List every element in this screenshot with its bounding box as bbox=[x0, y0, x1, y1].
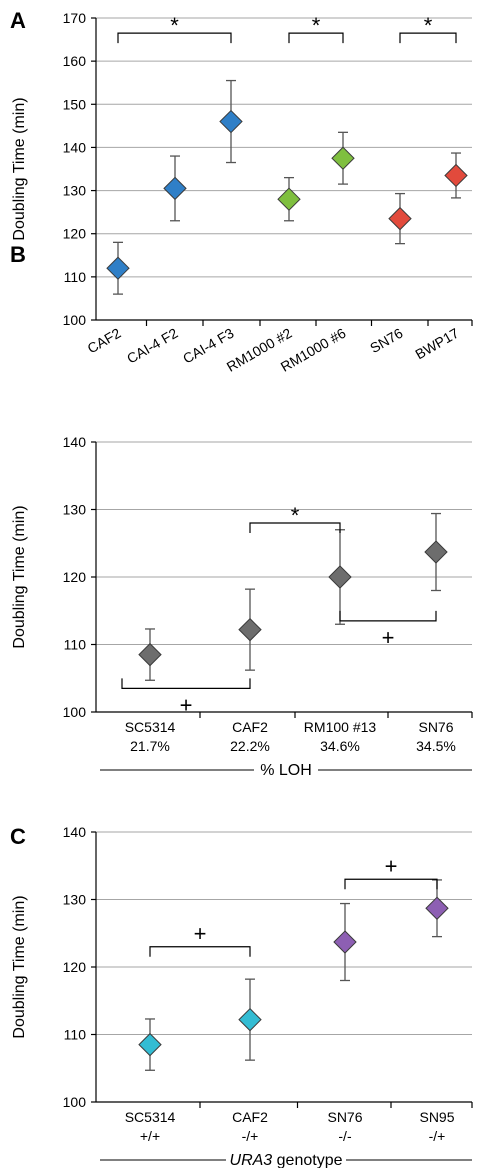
x-category-label: CAI-4 F2 bbox=[124, 325, 181, 367]
y-tick-label: 130 bbox=[63, 892, 87, 908]
y-tick-label: 110 bbox=[64, 1027, 87, 1043]
y-tick-label: 130 bbox=[63, 502, 87, 518]
significance-marker: + bbox=[385, 853, 398, 878]
data-point bbox=[238, 617, 262, 642]
y-tick-label: 170 bbox=[63, 10, 87, 26]
significance-bracket bbox=[121, 678, 251, 689]
panel-a: A 100 110 120 130 140 150 160 170 Doubling Time (… bbox=[10, 8, 473, 375]
data-point bbox=[331, 146, 355, 170]
significance-bracket bbox=[399, 32, 457, 44]
group-label-text: URA3 bbox=[230, 1152, 273, 1168]
x-sublabel: -/+ bbox=[429, 1128, 446, 1144]
x-category-label: SN76 bbox=[327, 1109, 362, 1125]
significance-marker: + bbox=[180, 692, 193, 717]
y-tick-label: 100 bbox=[63, 1094, 87, 1110]
y-axis-label: Doubling Time (min) bbox=[11, 505, 28, 648]
x-category-label: RM100 #13 bbox=[304, 719, 377, 735]
significance-bracket bbox=[117, 32, 232, 44]
x-category-label: CAF2 bbox=[232, 1109, 268, 1125]
data-point bbox=[138, 642, 162, 667]
y-tick-label: 130 bbox=[63, 183, 87, 199]
y-axis-label: Doubling Time (min) bbox=[11, 895, 28, 1038]
y-tick-label: 100 bbox=[63, 704, 87, 720]
y-tick-label: 150 bbox=[63, 96, 87, 112]
data-point bbox=[106, 256, 130, 280]
y-tick-label: 140 bbox=[63, 434, 87, 450]
x-category-label: BWP17 bbox=[412, 325, 461, 363]
x-category-label: SN76 bbox=[367, 325, 406, 356]
x-sublabel: -/- bbox=[338, 1128, 352, 1144]
x-category-label: SN95 bbox=[419, 1109, 454, 1125]
y-tick-label: 100 bbox=[63, 312, 87, 328]
significance-marker: + bbox=[382, 625, 395, 650]
data-point bbox=[333, 930, 357, 954]
group-label-suffix: genotype bbox=[272, 1152, 342, 1168]
data-point bbox=[388, 206, 412, 231]
y-axis-label: Doubling Time (min) bbox=[11, 97, 28, 240]
x-sublabel: 34.6% bbox=[320, 738, 360, 754]
data-point bbox=[424, 540, 448, 564]
panel-b: B 100 110 120 130 140 Doubling Time (min) SC531… bbox=[10, 242, 473, 779]
group-label-text: % LOH bbox=[260, 762, 312, 779]
y-tick-label: 140 bbox=[63, 824, 87, 840]
data-point bbox=[328, 565, 352, 589]
significance-bracket bbox=[344, 878, 438, 890]
x-sublabel: -/+ bbox=[242, 1128, 259, 1144]
x-category-label: CAF2 bbox=[232, 719, 268, 735]
panel-letter: B bbox=[10, 242, 26, 267]
x-category-label: SC5314 bbox=[125, 1109, 176, 1125]
panel-c: C 100 110 120 130 140 Doubling Time (min) SC531… bbox=[10, 824, 473, 1168]
y-tick-label: 110 bbox=[64, 637, 87, 653]
group-label: % LOH bbox=[260, 762, 312, 779]
group-label: URA3 genotype bbox=[230, 1152, 343, 1168]
significance-marker: * bbox=[291, 503, 300, 528]
significance-bracket bbox=[288, 32, 344, 44]
data-point bbox=[425, 896, 449, 920]
significance-marker: * bbox=[170, 13, 179, 38]
significance-marker: * bbox=[312, 13, 321, 38]
x-sublabel: 21.7% bbox=[130, 738, 170, 754]
data-point bbox=[219, 109, 243, 134]
data-point bbox=[277, 187, 301, 211]
data-point bbox=[238, 1007, 262, 1032]
significance-bracket bbox=[339, 610, 437, 622]
y-tick-label: 160 bbox=[63, 53, 87, 69]
y-tick-label: 110 bbox=[64, 269, 87, 285]
significance-bracket bbox=[149, 946, 251, 957]
y-tick-label: 120 bbox=[63, 569, 87, 585]
panel-letter: A bbox=[10, 8, 26, 33]
data-point bbox=[163, 176, 187, 201]
data-point bbox=[138, 1032, 162, 1057]
significance-marker: * bbox=[424, 13, 433, 38]
x-sublabel: 22.2% bbox=[230, 738, 270, 754]
data-point bbox=[444, 163, 468, 188]
y-tick-label: 120 bbox=[63, 959, 87, 975]
significance-marker: + bbox=[194, 921, 207, 946]
x-sublabel: +/+ bbox=[140, 1128, 160, 1144]
significance-bracket bbox=[249, 522, 341, 533]
x-category-label: SC5314 bbox=[125, 719, 176, 735]
panel-letter: C bbox=[10, 824, 26, 849]
y-tick-label: 120 bbox=[63, 226, 87, 242]
x-sublabel: 34.5% bbox=[416, 738, 456, 754]
x-category-label: SN76 bbox=[418, 719, 453, 735]
x-category-label: CAF2 bbox=[84, 325, 123, 357]
y-tick-label: 140 bbox=[63, 139, 87, 155]
